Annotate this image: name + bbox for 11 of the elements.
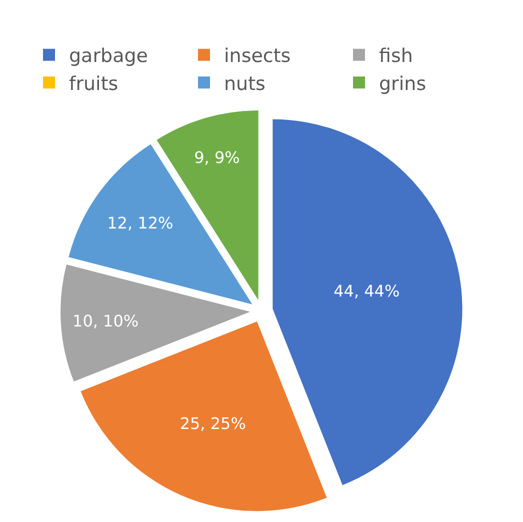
legend-label: grins [379, 72, 426, 95]
data-label: 25, 25% [180, 414, 246, 433]
data-label: 12, 12% [107, 213, 174, 232]
legend-label: insects [224, 45, 291, 68]
data-label: 10, 10% [72, 311, 139, 330]
legend-label: garbage [69, 45, 148, 68]
data-label: 9, 9% [194, 148, 240, 168]
legend-label: nuts [224, 72, 266, 95]
legend-label: fish [379, 45, 413, 68]
data-label: 44, 44% [334, 281, 400, 300]
legend-label: fruits [69, 72, 118, 95]
